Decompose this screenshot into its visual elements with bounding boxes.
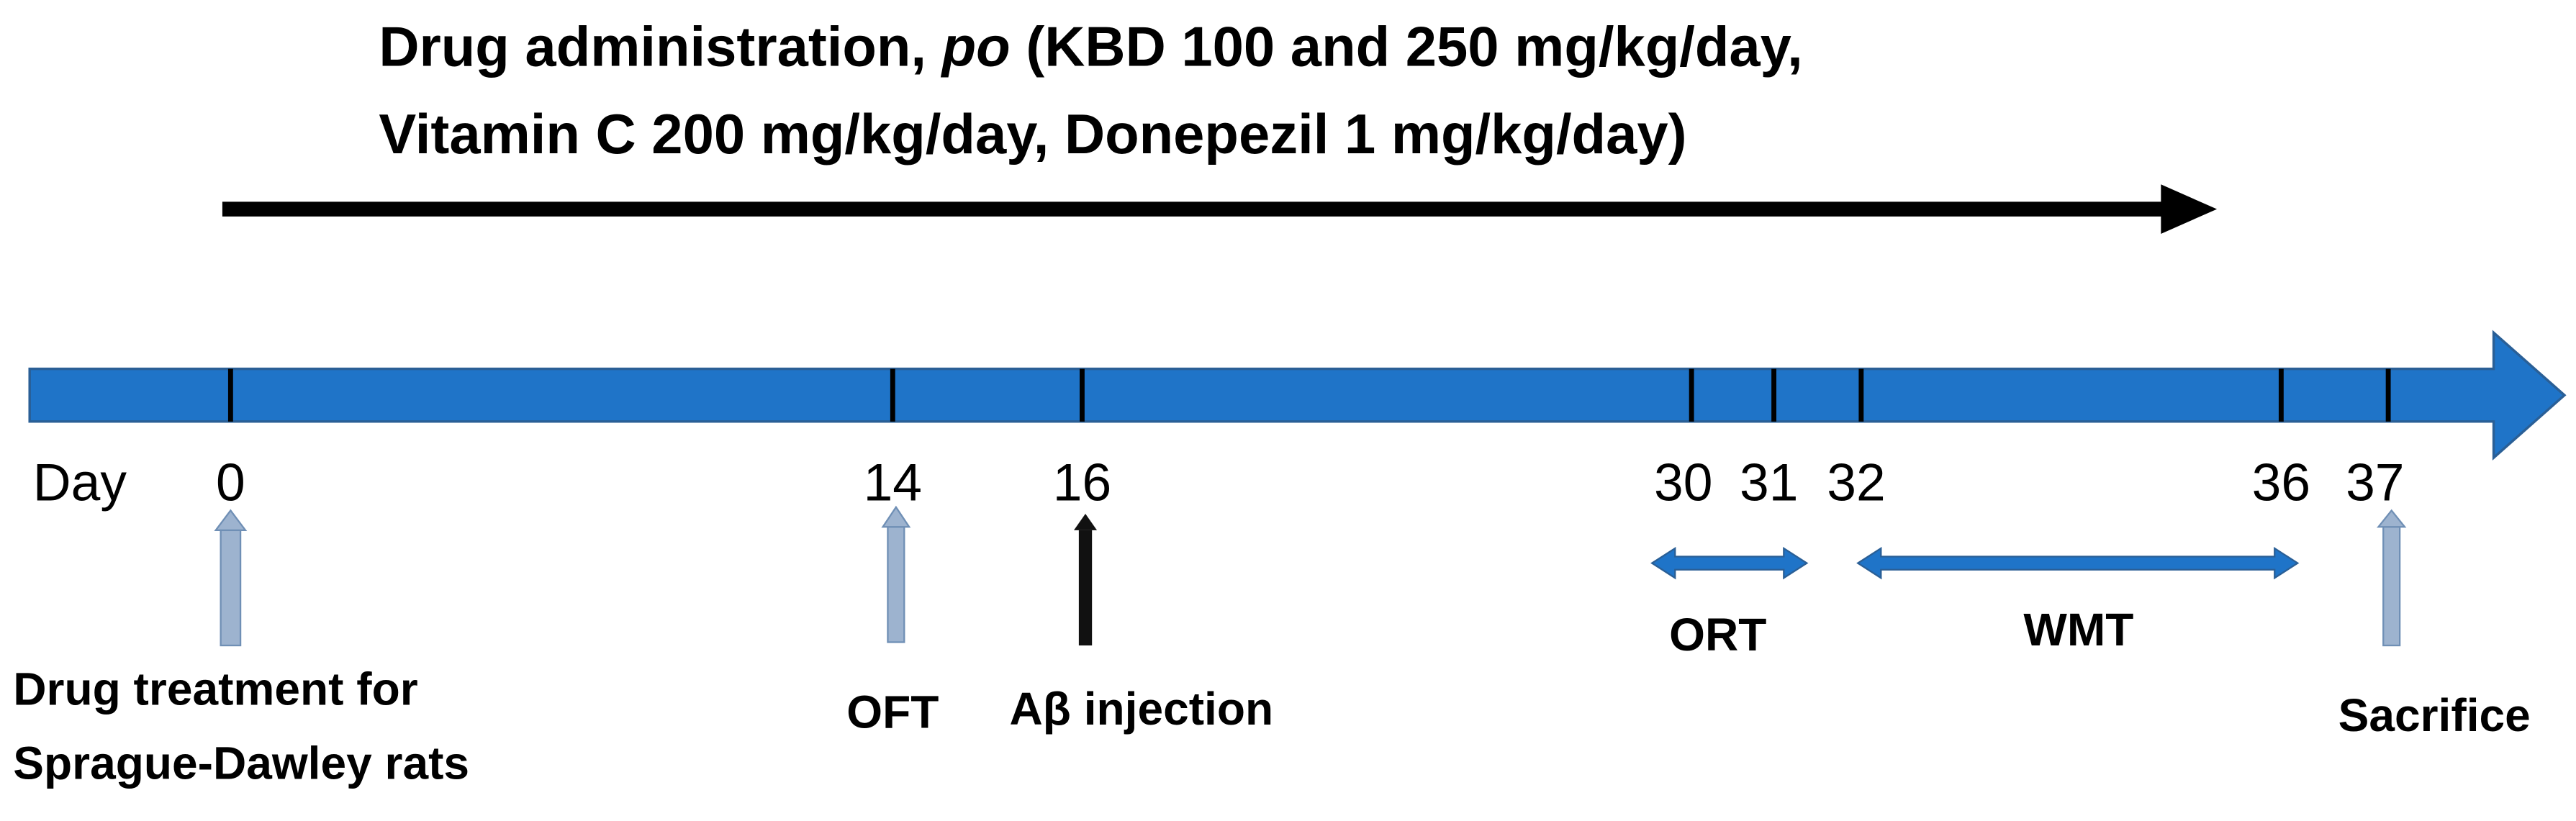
- event-label: Sprague-Dawley rats: [13, 737, 469, 789]
- event-label: Sacrifice: [2338, 689, 2531, 741]
- header-line1: Drug administration, po (KBD 100 and 250…: [379, 17, 1802, 78]
- tick-label: 32: [1827, 453, 1885, 512]
- period-label: ORT: [1669, 609, 1766, 661]
- tick-label: 37: [2346, 453, 2404, 512]
- event-arrow: [220, 529, 242, 647]
- header-line2: Vitamin C 200 mg/kg/day, Donepezil 1 mg/…: [379, 104, 1686, 165]
- tick-label: 36: [2252, 453, 2310, 512]
- tick-label: 16: [1053, 453, 1111, 512]
- text: (KBD 100 and 250 mg/kg/day,: [1011, 17, 1803, 78]
- event-arrow: [1078, 530, 1093, 646]
- event-arrow: [2382, 526, 2401, 647]
- period-arrows: [1650, 546, 2300, 580]
- period-arrow: [1650, 546, 1809, 580]
- text: Drug administration,: [379, 17, 941, 78]
- event-arrow: [1074, 513, 1098, 530]
- ticks: 0 14 16 30 31 32 36 37: [216, 368, 2405, 512]
- event-label: Aβ injection: [1010, 683, 1274, 735]
- period-label: WMT: [2023, 604, 2133, 656]
- tick-label: 31: [1740, 453, 1798, 512]
- event-arrows: [214, 505, 2407, 647]
- text: po: [941, 17, 1011, 78]
- event-arrow: [214, 509, 248, 532]
- axis-label: Day: [33, 453, 127, 512]
- event-arrow: [887, 526, 905, 643]
- tick-label: 30: [1654, 453, 1712, 512]
- event-arrow: [2377, 509, 2407, 528]
- timeline-bar: [28, 330, 2567, 461]
- event-label: OFT: [846, 686, 939, 738]
- event-label: Drug treatment for: [13, 663, 417, 715]
- arrow-head: [2161, 184, 2218, 234]
- period-arrow: [1856, 546, 2300, 580]
- tick-label: 0: [216, 453, 245, 512]
- tick-label: 14: [864, 453, 922, 512]
- event-arrow: [881, 505, 911, 528]
